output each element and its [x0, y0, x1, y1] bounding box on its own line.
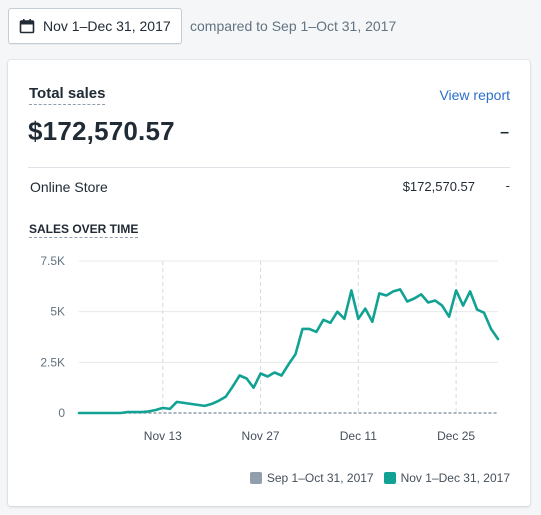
channel-value: $172,570.57 [402, 179, 475, 194]
legend-swatch-previous [249, 472, 262, 484]
comparison-text: compared to Sep 1–Oct 31, 2017 [190, 18, 397, 34]
legend-item-previous[interactable]: Sep 1–Oct 31, 2017 [249, 471, 374, 485]
card-title[interactable]: Total sales [29, 85, 106, 105]
total-sales-card: Total sales View report $172,570.57 – On… [8, 60, 530, 506]
y-tick-label: 5K [50, 305, 65, 319]
view-report-link[interactable]: View report [439, 87, 510, 103]
date-range-label: Nov 1–Dec 31, 2017 [43, 18, 171, 34]
sales-over-time-chart: 0 2.5K 5K 7.5K Nov 13 Nov 27 Dec 11 Dec 25 [40, 254, 500, 443]
legend-label-previous: Sep 1–Oct 31, 2017 [266, 471, 374, 485]
channel-label: Online Store [30, 179, 108, 195]
x-tick-label: Dec 11 [340, 429, 377, 443]
x-tick-label: Nov 27 [242, 429, 280, 443]
legend-item-current[interactable]: Nov 1–Dec 31, 2017 [383, 471, 510, 485]
total-sales-change: – [500, 124, 509, 141]
legend-swatch-current [383, 472, 396, 484]
chart-legend: Sep 1–Oct 31, 2017 Nov 1–Dec 31, 2017 [240, 471, 510, 485]
x-tick-label: Nov 13 [144, 429, 182, 443]
y-tick-label: 2.5K [40, 355, 65, 369]
total-sales-value: $172,570.57 [28, 116, 175, 146]
divider [28, 167, 510, 168]
date-range-bar: Nov 1–Dec 31, 2017 compared to Sep 1–Oct… [8, 8, 396, 44]
calendar-icon [19, 18, 35, 34]
legend-label-current: Nov 1–Dec 31, 2017 [400, 471, 510, 485]
series-line-current [77, 288, 500, 415]
channel-change: - [505, 178, 510, 193]
sales-over-time-heading[interactable]: SALES OVER TIME [29, 222, 139, 238]
date-range-button[interactable]: Nov 1–Dec 31, 2017 [8, 8, 182, 44]
y-tick-label: 0 [58, 406, 65, 420]
x-tick-label: Dec 25 [437, 429, 475, 443]
y-tick-label: 7.5K [40, 254, 65, 268]
